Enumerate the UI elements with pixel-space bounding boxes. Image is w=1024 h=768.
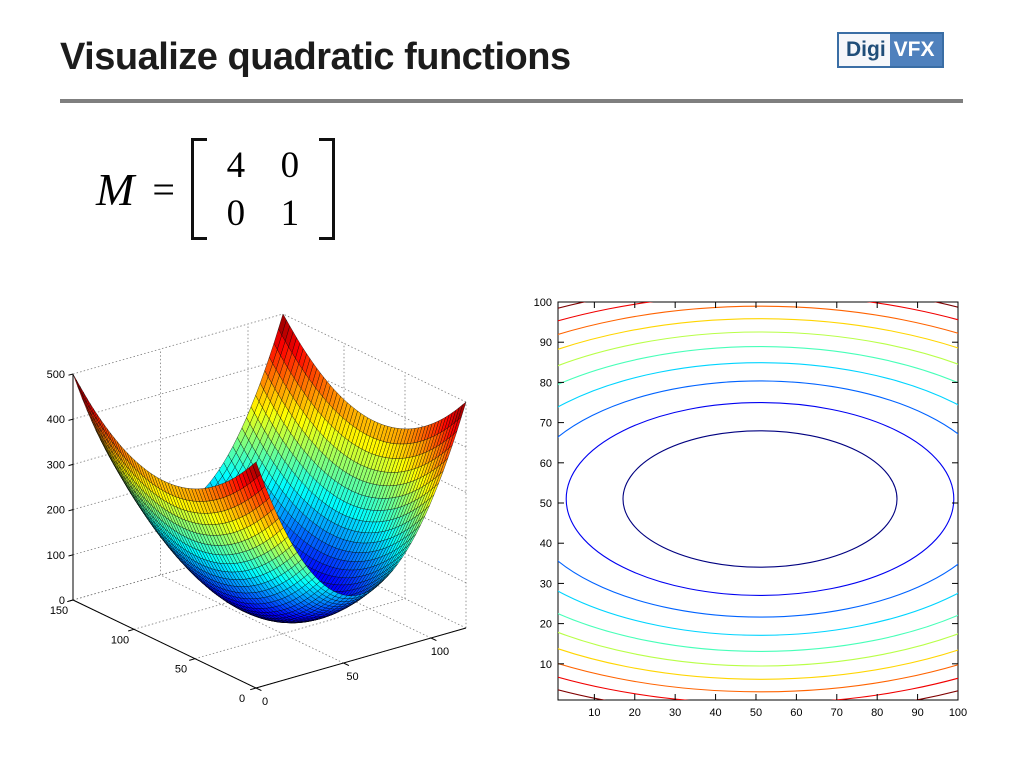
- svg-text:10: 10: [540, 659, 552, 671]
- svg-text:200: 200: [47, 505, 65, 517]
- svg-text:500: 500: [47, 369, 65, 381]
- svg-text:20: 20: [629, 707, 641, 719]
- digivfx-logo: Digi VFX: [837, 32, 944, 68]
- svg-text:70: 70: [540, 418, 552, 430]
- svg-text:10: 10: [588, 707, 600, 719]
- matrix-left-bracket: [190, 138, 207, 240]
- svg-text:50: 50: [175, 664, 187, 676]
- matrix-right-bracket: [318, 138, 335, 240]
- svg-text:50: 50: [346, 671, 358, 683]
- svg-text:100: 100: [949, 707, 967, 719]
- svg-text:0: 0: [59, 595, 65, 607]
- contour-plot-figure: 10 20 30 40 50 60 70 80 90 100 10 20 30 40 50 60 70 80 90 1…: [534, 297, 968, 719]
- matrix-entry-11: 1: [280, 192, 300, 234]
- page-title: Visualize quadratic functions: [60, 36, 571, 78]
- matrix-entry-01: 0: [280, 144, 300, 186]
- matrix-equation: M = 4 0 0 1: [96, 138, 335, 240]
- equals-sign: =: [152, 166, 175, 212]
- logo-text-vfx: VFX: [889, 34, 942, 66]
- svg-text:30: 30: [540, 578, 552, 590]
- svg-text:30: 30: [669, 707, 681, 719]
- svg-text:100: 100: [111, 634, 129, 646]
- title-divider: [60, 99, 963, 103]
- svg-text:90: 90: [911, 707, 923, 719]
- svg-text:50: 50: [540, 498, 552, 510]
- svg-text:40: 40: [540, 538, 552, 550]
- svg-text:70: 70: [831, 707, 843, 719]
- svg-text:0: 0: [262, 696, 268, 708]
- svg-text:0: 0: [239, 693, 245, 705]
- svg-text:80: 80: [871, 707, 883, 719]
- svg-text:300: 300: [47, 459, 65, 471]
- logo-text-digi: Digi: [839, 34, 890, 66]
- matrix-entry-00: 4: [226, 144, 246, 186]
- svg-text:60: 60: [790, 707, 802, 719]
- svg-text:100: 100: [534, 297, 552, 309]
- svg-text:100: 100: [431, 646, 449, 658]
- svg-text:20: 20: [540, 619, 552, 631]
- matrix-symbol: M: [96, 163, 135, 215]
- svg-text:50: 50: [750, 707, 762, 719]
- svg-text:60: 60: [540, 458, 552, 470]
- matrix-entry-10: 0: [226, 192, 246, 234]
- svg-text:40: 40: [709, 707, 721, 719]
- svg-text:100: 100: [47, 550, 65, 562]
- svg-text:90: 90: [540, 337, 552, 349]
- svg-text:80: 80: [540, 377, 552, 389]
- svg-text:150: 150: [50, 605, 68, 617]
- matrix-entries: 4 0 0 1: [207, 138, 319, 240]
- svg-text:400: 400: [47, 414, 65, 426]
